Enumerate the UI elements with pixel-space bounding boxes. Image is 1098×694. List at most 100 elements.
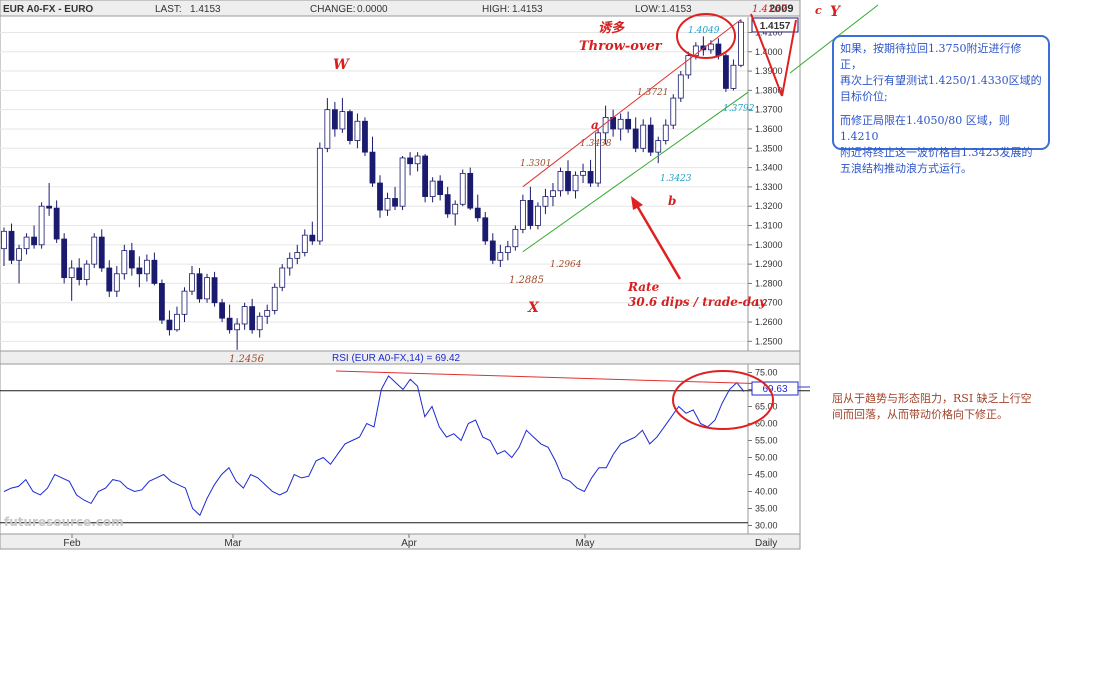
candle	[196, 267, 203, 303]
candle	[128, 242, 135, 276]
candle-body-down	[565, 171, 571, 192]
price-tick-label: 1.3700	[755, 105, 783, 115]
trend-lines	[522, 19, 749, 253]
candle	[572, 171, 579, 199]
candle-body-down	[527, 200, 534, 226]
last-price-tag	[751, 17, 799, 33]
candle	[98, 229, 105, 272]
price-label-1-3301: 1.3301	[520, 159, 552, 169]
candle-body-down	[166, 319, 173, 331]
candle-body-down	[128, 250, 135, 269]
candle-body-up	[617, 118, 624, 130]
candle	[685, 51, 692, 79]
candle	[211, 271, 218, 307]
candle-body-down	[219, 302, 225, 319]
candle-body-up	[399, 157, 406, 207]
candle-body-up	[550, 190, 556, 197]
wave-a-label: a	[591, 118, 599, 132]
candle	[241, 302, 248, 330]
throwover-highlight-ellipse	[676, 13, 736, 59]
rate-arrow	[634, 203, 682, 280]
candle	[181, 287, 188, 323]
candle	[429, 177, 436, 203]
candle-body-up	[113, 273, 120, 292]
candle	[174, 306, 180, 332]
candle-body-up	[707, 43, 714, 51]
candle	[264, 304, 271, 324]
candle-body-down	[632, 128, 639, 149]
rsi-tick-label: 60.00	[755, 419, 778, 429]
wave-x-label: X	[527, 300, 540, 316]
candle	[527, 186, 534, 230]
candle-body-up	[640, 124, 647, 149]
wave-y-label: Y	[830, 4, 842, 20]
last-label: LAST:	[155, 4, 182, 15]
candle-body-up	[204, 277, 210, 300]
candle	[452, 200, 459, 226]
price-label-1-3792: 1.3792	[723, 104, 755, 114]
candle-body-down	[331, 109, 338, 130]
forecast-note-line-2: 再次上行有望测试1.4250/1.4330区域的	[840, 74, 1042, 87]
candle-body-up	[174, 313, 180, 331]
candle-body-down	[31, 236, 37, 246]
wave-b-label: b	[668, 194, 676, 208]
candle	[61, 233, 68, 284]
candle	[565, 160, 571, 195]
candle-body-up	[68, 267, 75, 279]
candle	[324, 98, 331, 153]
candle-body-down	[196, 273, 203, 300]
candle-body-up	[234, 323, 241, 331]
candle	[271, 283, 278, 315]
rsi-tick-label: 55.00	[755, 436, 778, 446]
wave-c-label: c	[815, 4, 822, 17]
candle	[16, 244, 22, 284]
candle	[407, 152, 413, 176]
candle	[504, 240, 511, 261]
candle-body-up	[143, 259, 150, 275]
candle-body-down	[474, 207, 481, 219]
candle	[331, 101, 338, 137]
candle-body-up	[121, 250, 128, 275]
candle	[422, 154, 429, 203]
wave-w-label: W	[333, 57, 350, 73]
candle	[723, 53, 729, 92]
candle	[535, 202, 541, 230]
price-tick-label: 1.2800	[755, 278, 783, 288]
candle	[647, 117, 654, 157]
candle-body-down	[444, 194, 451, 215]
last-price-tag-text: 1.4157	[760, 21, 791, 32]
candle-body-up	[181, 290, 188, 315]
candle-body-up	[354, 120, 361, 141]
candle-body-up	[286, 257, 293, 269]
candle	[143, 254, 150, 282]
rate-value-label: 30.6 dips / trade-day	[628, 295, 767, 309]
candle	[677, 71, 684, 102]
candle-body-up	[384, 198, 391, 211]
x-axis-bar	[0, 533, 801, 550]
candle	[557, 167, 564, 197]
candle-body-up	[294, 252, 301, 259]
candle	[204, 273, 210, 303]
candlestick-series	[1, 19, 744, 350]
rsi-resistance-line	[335, 370, 771, 385]
price-tick-label: 1.2500	[755, 336, 783, 346]
candle	[482, 211, 489, 245]
green-trend-line	[522, 91, 749, 253]
candle-body-up	[730, 64, 737, 89]
candle	[23, 233, 30, 255]
price-label-1-2885: 1.2885	[509, 275, 544, 286]
candle	[467, 167, 474, 211]
symbol-title: EUR A0-FX - EURO	[3, 4, 93, 15]
candle-body-up	[1, 230, 7, 250]
candle-body-up	[497, 252, 504, 261]
candle	[399, 156, 406, 211]
candle	[392, 186, 398, 211]
candle-body-down	[136, 267, 143, 275]
candle-body-down	[151, 259, 158, 284]
forecast-note-line-1: 如果，按期待拉回1.3750附近进行修正，	[840, 42, 1022, 71]
candle	[354, 113, 361, 149]
candle-body-down	[211, 277, 218, 304]
candle-body-up	[301, 234, 308, 253]
candle	[640, 119, 647, 153]
candle	[46, 183, 53, 216]
